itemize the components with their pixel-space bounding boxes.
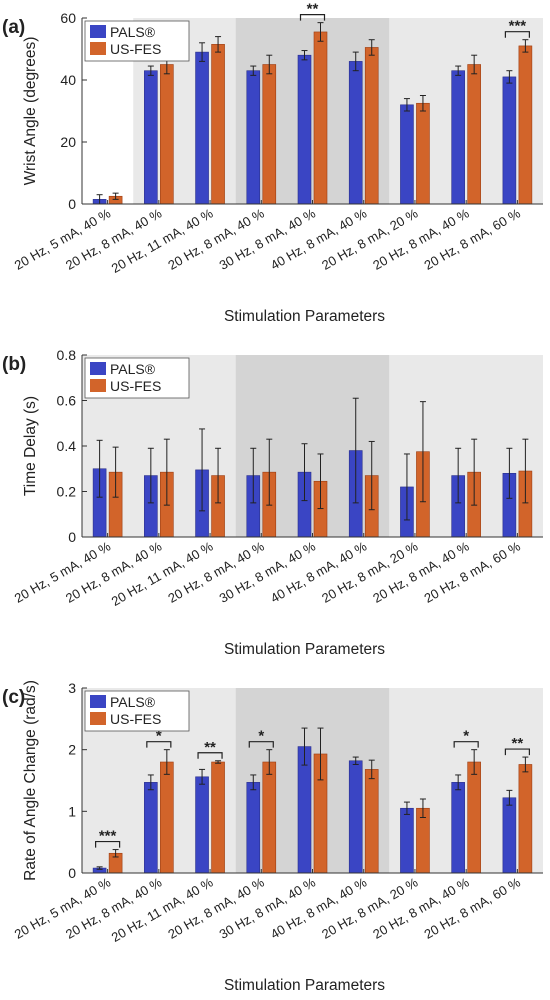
usfes-bar-4 bbox=[313, 31, 328, 205]
background-band-1 bbox=[235, 355, 390, 537]
pals-bar-5 bbox=[348, 760, 363, 874]
usfes-bar-2 bbox=[211, 44, 225, 205]
significance-bracket-1 bbox=[146, 741, 172, 748]
pals-bar-3 bbox=[246, 782, 261, 874]
pals-bar-7 bbox=[451, 70, 465, 205]
significance-label-4: * bbox=[463, 728, 469, 745]
usfes-bar-5 bbox=[364, 769, 379, 874]
significance-bracket-0 bbox=[299, 14, 326, 21]
significance-label-0: *** bbox=[99, 828, 117, 845]
usfes-legend-swatch bbox=[90, 379, 106, 392]
pals-bar-4 bbox=[297, 54, 312, 205]
y-tick-label-1: 0.2 bbox=[57, 484, 77, 500]
y-tick-label-0: 0 bbox=[68, 529, 76, 545]
legend-label-1: US-FES bbox=[110, 711, 161, 727]
legend-label-0: PALS® bbox=[110, 24, 156, 40]
usfes-bar-6 bbox=[416, 102, 430, 205]
usfes-bar-2 bbox=[211, 761, 225, 874]
background-band-2 bbox=[389, 355, 543, 537]
y-tick-label-2: 40 bbox=[60, 72, 76, 88]
y-axis-title: Wrist Angle (degrees) bbox=[22, 37, 39, 186]
y-tick-label-2: 2 bbox=[68, 742, 76, 758]
usfes-bar-1 bbox=[160, 761, 174, 874]
panel-b: 00.20.40.60.820 Hz, 5 mA, 40 %20 Hz, 8 m… bbox=[2, 347, 543, 658]
background-band-2 bbox=[389, 18, 543, 204]
pals-bar-7 bbox=[451, 782, 465, 874]
usfes-legend-swatch bbox=[90, 42, 106, 55]
legend: PALS®US-FES bbox=[84, 357, 190, 399]
legend-label-1: US-FES bbox=[110, 378, 161, 394]
y-tick-label-0: 0 bbox=[68, 196, 76, 212]
y-axis-title: Time Delay (s) bbox=[22, 396, 39, 496]
x-axis-title: Stimulation Parameters bbox=[224, 641, 385, 658]
significance-bracket-2 bbox=[197, 752, 223, 759]
significance-label-0: ** bbox=[307, 1, 319, 18]
pals-bar-8 bbox=[502, 797, 517, 874]
usfes-bar-5 bbox=[364, 47, 379, 205]
pals-legend-swatch bbox=[90, 695, 106, 708]
y-tick-label-3: 0.6 bbox=[57, 393, 77, 409]
x-tick-label-8: 20 Hz, 8 mA, 60 % bbox=[422, 874, 524, 941]
usfes-bar-7 bbox=[467, 64, 481, 205]
usfes-legend-swatch bbox=[90, 712, 106, 725]
y-axis-title: Rate of Angle Change (rad/s) bbox=[22, 680, 39, 881]
usfes-bar-7 bbox=[467, 761, 481, 874]
pals-bar-2 bbox=[195, 51, 209, 205]
x-tick-label-8: 20 Hz, 8 mA, 60 % bbox=[422, 205, 524, 272]
legend-label-0: PALS® bbox=[110, 694, 156, 710]
significance-label-1: *** bbox=[509, 18, 527, 35]
y-tick-label-1: 20 bbox=[60, 134, 76, 150]
y-tick-label-2: 0.4 bbox=[57, 438, 77, 454]
x-axis-title: Stimulation Parameters bbox=[224, 977, 385, 994]
panel-label: (b) bbox=[2, 354, 26, 375]
significance-label-3: * bbox=[258, 728, 264, 745]
pals-bar-1 bbox=[144, 782, 158, 874]
significance-bracket-3 bbox=[248, 741, 274, 748]
significance-label-5: ** bbox=[512, 735, 524, 752]
background-band-1 bbox=[235, 18, 390, 204]
significance-bracket-4 bbox=[453, 741, 479, 748]
legend: PALS®US-FES bbox=[84, 20, 190, 62]
y-tick-label-1: 1 bbox=[68, 803, 76, 819]
panel-label: (a) bbox=[2, 17, 25, 38]
pals-bar-8 bbox=[502, 76, 517, 205]
usfes-bar-3 bbox=[262, 64, 277, 205]
pals-bar-5 bbox=[348, 61, 363, 205]
y-tick-label-3: 3 bbox=[68, 680, 76, 696]
pals-bar-6 bbox=[400, 807, 414, 874]
pals-bar-1 bbox=[144, 70, 158, 205]
pals-bar-3 bbox=[246, 70, 261, 205]
background-band-1 bbox=[235, 688, 390, 873]
pals-legend-swatch bbox=[90, 362, 106, 375]
background-band-2 bbox=[389, 688, 543, 873]
legend: PALS®US-FES bbox=[84, 690, 190, 732]
pals-legend-swatch bbox=[90, 25, 106, 38]
usfes-bar-8 bbox=[518, 45, 533, 205]
significance-label-1: * bbox=[156, 728, 162, 745]
legend-label-0: PALS® bbox=[110, 361, 156, 377]
x-tick-label-8: 20 Hz, 8 mA, 60 % bbox=[422, 538, 524, 605]
pals-bar-6 bbox=[400, 104, 414, 205]
usfes-bar-1 bbox=[160, 64, 174, 205]
x-axis-title: Stimulation Parameters bbox=[224, 308, 385, 325]
pals-bar-2 bbox=[195, 776, 209, 874]
y-tick-label-3: 60 bbox=[60, 10, 76, 26]
y-tick-label-0: 0 bbox=[68, 865, 76, 881]
usfes-bar-3 bbox=[262, 761, 277, 874]
y-tick-label-4: 0.8 bbox=[57, 347, 77, 363]
significance-bracket-1 bbox=[504, 31, 530, 38]
significance-label-2: ** bbox=[204, 739, 216, 756]
significance-bracket-5 bbox=[504, 748, 530, 756]
legend-label-1: US-FES bbox=[110, 41, 161, 57]
usfes-bar-8 bbox=[518, 764, 533, 874]
panel-label: (c) bbox=[2, 687, 25, 708]
significance-bracket-0 bbox=[95, 840, 121, 848]
